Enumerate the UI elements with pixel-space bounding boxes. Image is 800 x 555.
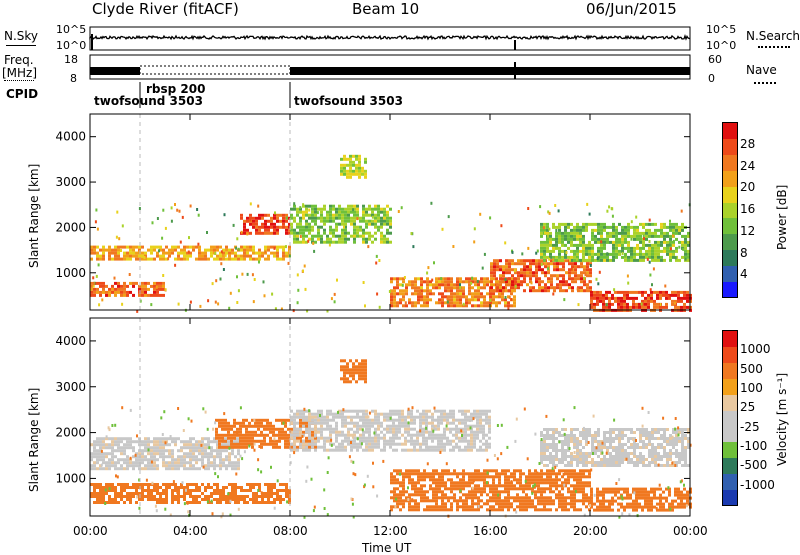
x-axis-label: Time UT — [362, 542, 411, 554]
x-tick-label-4: 16:00 — [473, 525, 508, 537]
freq-band-0 — [90, 67, 140, 75]
velocity-colorbar-segment-6 — [723, 394, 737, 410]
freq-band-2 — [290, 67, 690, 75]
velocity-ytick-label-2: 3000 — [55, 380, 86, 394]
velocity-colorbar-segment-9 — [723, 347, 737, 363]
velocity-colorbar-segment-3 — [723, 442, 737, 458]
velocity-colorbar-segment-2 — [723, 458, 737, 474]
x-tick-label-2: 08:00 — [273, 525, 308, 537]
velocity-colorbar-segment-0 — [723, 489, 737, 505]
velocity-colorbar-tick-4: -25 — [740, 421, 760, 433]
power-colorbar-tick-4: 12 — [740, 225, 755, 237]
x-tick-label-6: 00:00 — [673, 525, 708, 537]
power-colorbar-segment-7 — [723, 170, 737, 186]
power-colorbar-tick-0: 28 — [740, 138, 755, 150]
x-tick-label-5: 20:00 — [573, 525, 608, 537]
velocity-colorbar-tick-0: 1000 — [740, 343, 771, 355]
power-colorbar-segment-3 — [723, 234, 737, 250]
power-colorbar-tick-1: 24 — [740, 160, 755, 172]
freq-band-1 — [140, 66, 290, 74]
power-colorbar-segment-10 — [723, 123, 737, 139]
x-tick-label-0: 00:00 — [73, 525, 108, 537]
power-colorbar-segment-2 — [723, 250, 737, 266]
power-colorbar-segment-8 — [723, 155, 737, 171]
power-ylabel: Slant Range [km] — [28, 164, 40, 268]
velocity-colorbar-segment-7 — [723, 378, 737, 394]
power-ytick-label-2: 3000 — [55, 175, 86, 189]
velocity-colorbar-label: Velocity [m s⁻¹] — [776, 373, 788, 466]
velocity-colorbar-segment-1 — [723, 473, 737, 489]
power-panel: 1000 2000 3000 4000 — [55, 114, 692, 313]
velocity-panel: 1000 2000 3000 4000 — [55, 318, 692, 519]
velocity-colorbar-tick-7: -1000 — [740, 479, 775, 491]
velocity-band-7 — [590, 488, 692, 512]
velocity-colorbar-segment-8 — [723, 363, 737, 379]
top-strips — [90, 27, 690, 108]
power-colorbar-label: Power [dB] — [776, 185, 788, 250]
velocity-ytick-label-1: 2000 — [55, 426, 86, 440]
power-colorbar-segment-4 — [723, 218, 737, 234]
power-ytick-label-0: 1000 — [55, 266, 86, 280]
power-colorbar-segment-0 — [723, 281, 737, 297]
velocity-colorbar-tick-2: 100 — [740, 382, 763, 394]
power-colorbar-segment-9 — [723, 139, 737, 155]
velocity-ytick-label-3: 4000 — [55, 334, 86, 348]
power-colorbar-segment-1 — [723, 265, 737, 281]
x-tick-label-3: 12:00 — [373, 525, 408, 537]
power-ytick-label-1: 2000 — [55, 220, 86, 234]
power-colorbar-segment-5 — [723, 202, 737, 218]
nsky-trace — [90, 36, 690, 39]
velocity-colorbar-segment-10 — [723, 331, 737, 347]
velocity-ytick-label-0: 1000 — [55, 471, 86, 485]
velocity-colorbar — [722, 330, 738, 506]
power-colorbar-tick-2: 20 — [740, 181, 755, 193]
velocity-colorbar-tick-1: 500 — [740, 363, 763, 375]
velocity-colorbar-tick-5: -100 — [740, 440, 767, 452]
x-tick-label-1: 04:00 — [173, 525, 208, 537]
velocity-colorbar-segment-5 — [723, 410, 737, 426]
velocity-colorbar-tick-6: -500 — [740, 459, 767, 471]
power-colorbar-tick-6: 4 — [740, 268, 748, 280]
power-ytick-label-3: 4000 — [55, 130, 86, 144]
power-colorbar-tick-5: 8 — [740, 247, 748, 259]
power-colorbar-segment-6 — [723, 186, 737, 202]
velocity-colorbar-tick-3: 25 — [740, 401, 755, 413]
power-colorbar-tick-3: 16 — [740, 203, 755, 215]
velocity-colorbar-segment-4 — [723, 426, 737, 442]
velocity-ylabel: Slant Range [km] — [28, 388, 40, 492]
power-colorbar — [722, 122, 738, 298]
